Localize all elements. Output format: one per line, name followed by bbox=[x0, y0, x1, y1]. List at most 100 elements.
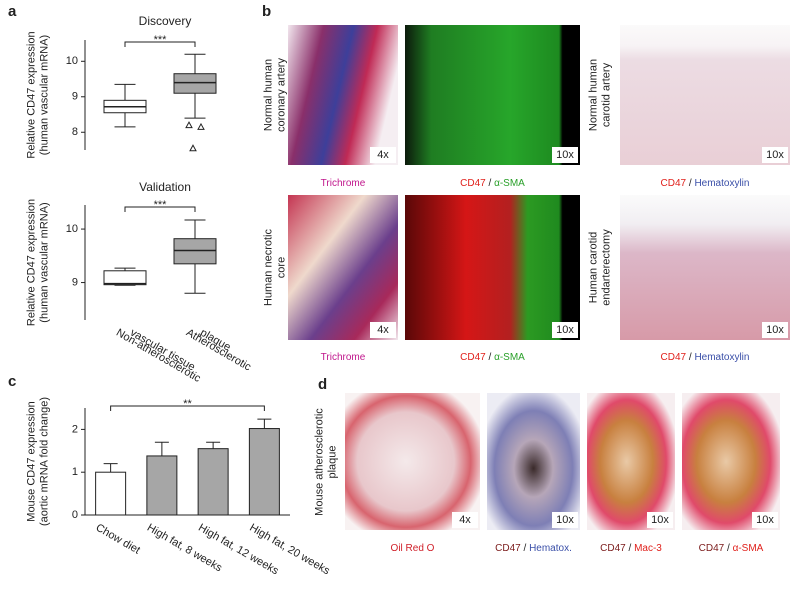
caption-part: CD47 bbox=[460, 352, 486, 363]
magnification: 10x bbox=[766, 324, 784, 336]
caption-part: α-SMA bbox=[733, 543, 764, 554]
y-tick-label: 9 bbox=[72, 276, 78, 288]
caption-part: CD47 bbox=[661, 352, 687, 363]
magnification-box bbox=[762, 147, 788, 163]
magnification-box bbox=[647, 512, 673, 528]
axis-label: Relative CD47 expression bbox=[25, 31, 37, 158]
axis-label: endarterectomy bbox=[600, 229, 612, 306]
significance-label: *** bbox=[154, 199, 168, 211]
y-tick-label: 1 bbox=[72, 466, 78, 478]
axis-label: (aortic mRNA fold change) bbox=[38, 397, 50, 526]
axis-label: Human carotid bbox=[587, 232, 599, 304]
magnification-box bbox=[552, 147, 578, 163]
bar bbox=[95, 471, 127, 516]
significance-label: ** bbox=[183, 398, 192, 410]
magnification: 10x bbox=[756, 514, 774, 526]
caption: Trichrome bbox=[321, 178, 366, 189]
axis-label: (human vascular mRNA) bbox=[38, 202, 50, 322]
y-tick-label: 2 bbox=[72, 423, 78, 435]
caption-part: Oil Red O bbox=[391, 543, 435, 554]
caption: CD47 / α-SMA bbox=[460, 352, 525, 363]
magnification-box bbox=[452, 512, 478, 528]
caption-part: CD47 bbox=[600, 543, 626, 554]
caption-part: Trichrome bbox=[321, 352, 366, 363]
bar bbox=[197, 448, 229, 516]
caption: Oil Red O bbox=[391, 543, 435, 554]
caption-part: CD47 bbox=[495, 543, 521, 554]
caption: CD47 / Hematoxylin bbox=[661, 352, 750, 363]
magnification-box bbox=[370, 147, 396, 163]
magnification: 4x bbox=[459, 514, 471, 526]
caption-part: α-SMA bbox=[494, 178, 525, 189]
significance-label: *** bbox=[154, 34, 168, 46]
caption-part: Trichrome bbox=[321, 178, 366, 189]
micrograph bbox=[620, 25, 790, 165]
caption-part: α-SMA bbox=[494, 352, 525, 363]
caption-part: CD47 bbox=[460, 178, 486, 189]
box bbox=[173, 73, 217, 94]
axis-label: Normal human bbox=[587, 59, 599, 131]
micrograph bbox=[288, 25, 398, 165]
axis-label: coronary artery bbox=[275, 58, 287, 132]
x-tick-label: High fat, 20 weeks bbox=[247, 522, 332, 578]
axis-label: (human vascular mRNA) bbox=[38, 35, 50, 155]
micrograph bbox=[682, 393, 780, 530]
y-tick-label: 8 bbox=[72, 126, 78, 138]
magnification: 10x bbox=[556, 324, 574, 336]
significance-bracket bbox=[110, 405, 265, 411]
axis-label: core bbox=[275, 257, 287, 278]
outlier bbox=[189, 144, 197, 152]
caption-part: / bbox=[486, 178, 494, 189]
caption-part: / bbox=[626, 543, 634, 554]
caption: CD47 / Mac-3 bbox=[600, 543, 662, 554]
magnification: 10x bbox=[766, 149, 784, 161]
caption-part: Mac-3 bbox=[634, 543, 662, 554]
micrograph bbox=[405, 195, 580, 340]
caption-part: / bbox=[686, 352, 694, 363]
micrograph bbox=[487, 393, 580, 530]
bar bbox=[248, 428, 280, 516]
y-tick-label: 0 bbox=[72, 509, 78, 521]
micrograph bbox=[405, 25, 580, 165]
box bbox=[103, 270, 147, 286]
axis-label: Mouse CD47 expression bbox=[25, 401, 37, 521]
panel-label: b bbox=[262, 3, 271, 20]
caption-part: / bbox=[486, 352, 494, 363]
y-tick-label: 10 bbox=[66, 223, 78, 235]
panel-label: d bbox=[318, 376, 327, 393]
caption-part: Hematox. bbox=[529, 543, 572, 554]
chart-title: Discovery bbox=[139, 14, 192, 28]
micrograph bbox=[587, 393, 675, 530]
magnification-box bbox=[762, 322, 788, 338]
caption-part: / bbox=[686, 178, 694, 189]
outlier bbox=[185, 121, 193, 129]
axis-label: Mouse atherosclerotic bbox=[313, 408, 325, 516]
magnification: 4x bbox=[377, 149, 389, 161]
micrograph bbox=[620, 195, 790, 340]
magnification-box bbox=[552, 322, 578, 338]
magnification-box bbox=[552, 512, 578, 528]
axis-label: Normal human bbox=[262, 59, 274, 131]
outlier bbox=[197, 122, 205, 130]
x-tick-label: Chow diet bbox=[94, 522, 142, 557]
magnification: 10x bbox=[651, 514, 669, 526]
caption-part: Hematoxylin bbox=[694, 178, 749, 189]
magnification: 4x bbox=[377, 324, 389, 336]
chart-title: Validation bbox=[139, 180, 191, 194]
micrograph bbox=[345, 393, 480, 530]
caption: CD47 / α-SMA bbox=[699, 543, 764, 554]
box bbox=[173, 238, 217, 265]
y-tick-label: 9 bbox=[72, 91, 78, 103]
caption-part: / bbox=[521, 543, 529, 554]
caption-part: CD47 bbox=[661, 178, 687, 189]
axis-label: carotid artery bbox=[600, 62, 612, 127]
magnification-box bbox=[370, 322, 396, 338]
caption: Trichrome bbox=[321, 352, 366, 363]
caption: CD47 / α-SMA bbox=[460, 178, 525, 189]
magnification: 10x bbox=[556, 514, 574, 526]
micrograph bbox=[288, 195, 398, 340]
magnification-box bbox=[752, 512, 778, 528]
caption: CD47 / Hematoxylin bbox=[661, 178, 750, 189]
panel-label: c bbox=[8, 373, 16, 390]
